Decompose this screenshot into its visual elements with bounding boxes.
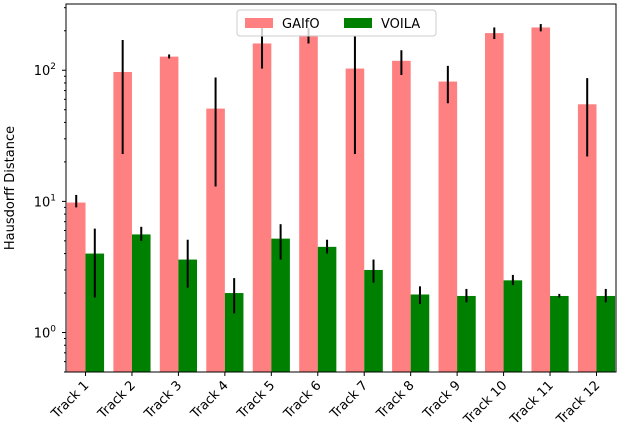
error-bars-layer (75, 22, 607, 314)
y-tick-label: 101 (34, 193, 56, 210)
bar-voila-8 (410, 294, 430, 372)
legend-swatch-voila (344, 18, 372, 28)
x-tick-label: Track 2 (95, 378, 139, 422)
bar-gaifo-3 (159, 56, 179, 372)
bar-voila-4 (224, 293, 244, 372)
bar-voila-2 (131, 234, 151, 372)
legend: GAIfO VOILA (236, 9, 437, 37)
x-axis: Track 1 Track 2 Track 3 Track 4 Track 5 Track… (48, 372, 603, 428)
x-tick-label: Track 4 (188, 378, 232, 422)
x-tick-label: Track 3 (141, 378, 185, 422)
bar-gaifo-11 (531, 27, 551, 373)
x-tick-label: Track 8 (373, 378, 417, 422)
bars-layer (66, 27, 616, 373)
bar-gaifo-6 (299, 35, 318, 373)
bar-voila-11 (550, 295, 569, 372)
legend-box (236, 9, 437, 37)
legend-label-gaifo: GAIfO (282, 17, 320, 32)
bar-gaifo-8 (392, 60, 411, 372)
y-axis-label: Hausdorff Distance (3, 126, 18, 250)
bar-gaifo-12 (577, 104, 597, 372)
bar-voila-10 (503, 280, 523, 372)
plot-frame (65, 3, 617, 373)
bar-gaifo-2 (113, 71, 132, 372)
x-tick-label: Track 5 (234, 378, 278, 422)
legend-swatch-gaifo (245, 18, 273, 28)
y-tick-label: 102 (34, 62, 56, 79)
bar-voila-1 (85, 253, 105, 372)
x-tick-label: Track 7 (327, 378, 371, 422)
x-tick-label: Track 9 (420, 378, 464, 422)
bar-voila-6 (317, 246, 337, 372)
x-tick-label: Track 12 (553, 378, 603, 428)
bar-gaifo-9 (438, 81, 458, 372)
x-tick-label: Track 6 (280, 378, 324, 422)
bar-voila-12 (596, 295, 616, 372)
bar-gaifo-1 (66, 202, 86, 372)
bar-voila-5 (271, 238, 290, 372)
bar-voila-7 (364, 269, 383, 372)
legend-label-voila: VOILA (381, 17, 420, 32)
y-tick-label: 100 (34, 325, 57, 342)
bar-gaifo-5 (252, 43, 272, 373)
bar-gaifo-10 (485, 33, 504, 373)
bar-gaifo-4 (206, 108, 225, 372)
x-tick-label: Track 10 (460, 378, 510, 428)
x-tick-label: Track 1 (48, 378, 92, 422)
bar-voila-3 (178, 259, 197, 372)
bar-voila-9 (457, 295, 476, 372)
bar-gaifo-7 (345, 68, 365, 372)
y-axis: 100 101 102 (34, 7, 66, 373)
x-tick-label: Track 11 (507, 378, 557, 428)
